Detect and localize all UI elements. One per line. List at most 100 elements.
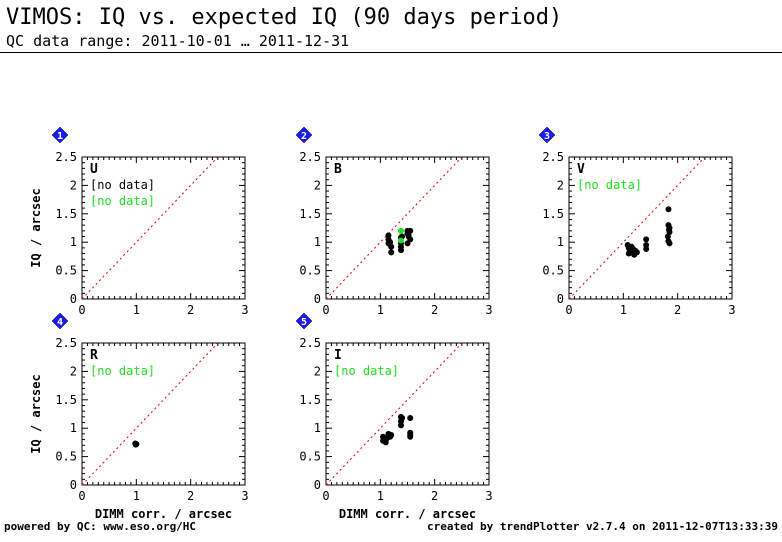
footer-powered-by: powered by QC: www.eso.org/HC — [4, 520, 197, 533]
data-point — [397, 247, 404, 254]
y-tick-label: 1 — [314, 235, 321, 249]
footer-created-by: created by trendPlotter v2.7.4 on 2011-1… — [427, 520, 778, 533]
y-tick-label: 1 — [557, 235, 564, 249]
no-data-note: [no data] — [577, 178, 642, 192]
x-axis-label: DIMM corr. / arcsec — [339, 507, 476, 521]
y-tick-label: 2 — [314, 178, 321, 192]
data-point — [388, 243, 395, 250]
data-point — [625, 250, 632, 257]
y-tick-label: 1.5 — [55, 393, 77, 407]
x-axis-label: DIMM corr. / arcsec — [95, 507, 232, 521]
panel-label: R — [90, 348, 98, 363]
page-subtitle: QC data range: 2011-10-01 … 2011-12-31 — [6, 32, 350, 50]
chart-panel-5: 0 0.5 1 1.5 2 2.5 0 1 2 3 5 I[no data] DIMM corr. / … — [295, 312, 493, 521]
data-point — [397, 227, 404, 234]
x-tick-label: 2 — [187, 303, 194, 317]
y-tick-label: 1.5 — [55, 207, 77, 221]
data-point — [399, 414, 406, 421]
x-tick-label: 2 — [431, 303, 438, 317]
y-tick-label: 2 — [314, 364, 321, 378]
y-tick-label: 2.5 — [55, 336, 77, 350]
x-tick-label: 3 — [728, 303, 735, 317]
chart-panel-2: 00.511.522.50 1 2 32B — [295, 126, 493, 317]
panel-label: I — [334, 348, 342, 363]
panel-index-badge — [51, 312, 69, 330]
y-tick-label: 1 — [70, 235, 77, 249]
y-tick-label: 2 — [70, 178, 77, 192]
panel-index-badge — [295, 126, 313, 144]
no-data-note: [no data] — [90, 178, 155, 192]
data-point — [643, 246, 650, 253]
x-tick-label: 1 — [377, 489, 384, 503]
y-tick-label: 2.5 — [542, 150, 564, 164]
y-tick-label: 1.5 — [542, 207, 564, 221]
x-tick-label: 3 — [485, 489, 492, 503]
data-point — [397, 422, 404, 429]
panel-label: U — [90, 162, 98, 177]
panel-label: B — [334, 162, 342, 177]
data-point — [405, 232, 412, 239]
y-tick-label: 1.5 — [299, 393, 321, 407]
data-point — [665, 206, 672, 213]
chart-panel-1: 00.511.522.50 1 2 31U[no data][no data]IQ /… — [29, 126, 249, 317]
y-tick-label: 2.5 — [55, 150, 77, 164]
y-tick-label: 0 — [314, 292, 321, 306]
y-tick-label: 0 — [557, 292, 564, 306]
y-tick-label: 2 — [557, 178, 564, 192]
x-tick-label: 2 — [431, 489, 438, 503]
x-tick-label: 1 — [133, 489, 140, 503]
y-tick-label: 2 — [70, 364, 77, 378]
x-tick-label: 3 — [241, 489, 248, 503]
x-tick-label: 0 — [322, 303, 329, 317]
data-point — [407, 433, 414, 440]
x-tick-label: 2 — [187, 489, 194, 503]
panel-index-label: 4 — [57, 317, 63, 328]
data-point — [388, 249, 395, 256]
y-tick-label: 0 — [314, 478, 321, 492]
y-axis-label: IQ / arcsec — [29, 188, 43, 267]
page-title: VIMOS: IQ vs. expected IQ (90 days perio… — [6, 5, 563, 30]
data-point — [407, 414, 414, 421]
x-tick-label: 1 — [620, 303, 627, 317]
x-tick-label: 3 — [485, 303, 492, 317]
panel-index-label: 2 — [301, 131, 307, 142]
y-tick-label: 0 — [70, 478, 77, 492]
no-data-note: [no data] — [90, 364, 155, 378]
data-point — [666, 240, 673, 247]
y-tick-label: 1 — [70, 421, 77, 435]
y-tick-label: 2.5 — [299, 150, 321, 164]
data-point — [397, 237, 404, 244]
data-point — [643, 236, 650, 243]
reference-line — [325, 156, 463, 300]
x-tick-label: 0 — [78, 303, 85, 317]
data-point — [665, 226, 672, 233]
data-point — [633, 249, 640, 256]
data-point — [388, 432, 395, 439]
panel-index-label: 3 — [544, 131, 550, 142]
data-point — [387, 239, 394, 246]
y-tick-label: 0.5 — [299, 264, 321, 278]
x-tick-label: 1 — [377, 303, 384, 317]
chart-panel-4: 0 0.5 1 1.5 2 2.5 0 1 2 3 4 R[no data] IQ / arcsec DI… — [29, 312, 249, 521]
header-divider — [0, 52, 782, 53]
panel-label: V — [577, 162, 585, 177]
y-tick-label: 0.5 — [299, 450, 321, 464]
y-tick-label: 2.5 — [299, 336, 321, 350]
data-point — [407, 227, 414, 234]
no-data-note: [no data] — [90, 194, 155, 208]
data-point — [664, 233, 671, 240]
y-tick-label: 1.5 — [299, 207, 321, 221]
y-axis-label: IQ / arcsec — [29, 374, 43, 453]
x-tick-label: 0 — [78, 489, 85, 503]
data-point — [404, 240, 411, 247]
x-tick-label: 1 — [133, 303, 140, 317]
y-tick-label: 1 — [314, 421, 321, 435]
panel-index-label: 5 — [301, 317, 307, 328]
y-tick-label: 0.5 — [55, 264, 77, 278]
panel-index-badge — [538, 126, 556, 144]
x-tick-label: 0 — [565, 303, 572, 317]
y-tick-label: 0.5 — [542, 264, 564, 278]
x-tick-label: 3 — [241, 303, 248, 317]
data-point — [133, 441, 140, 448]
